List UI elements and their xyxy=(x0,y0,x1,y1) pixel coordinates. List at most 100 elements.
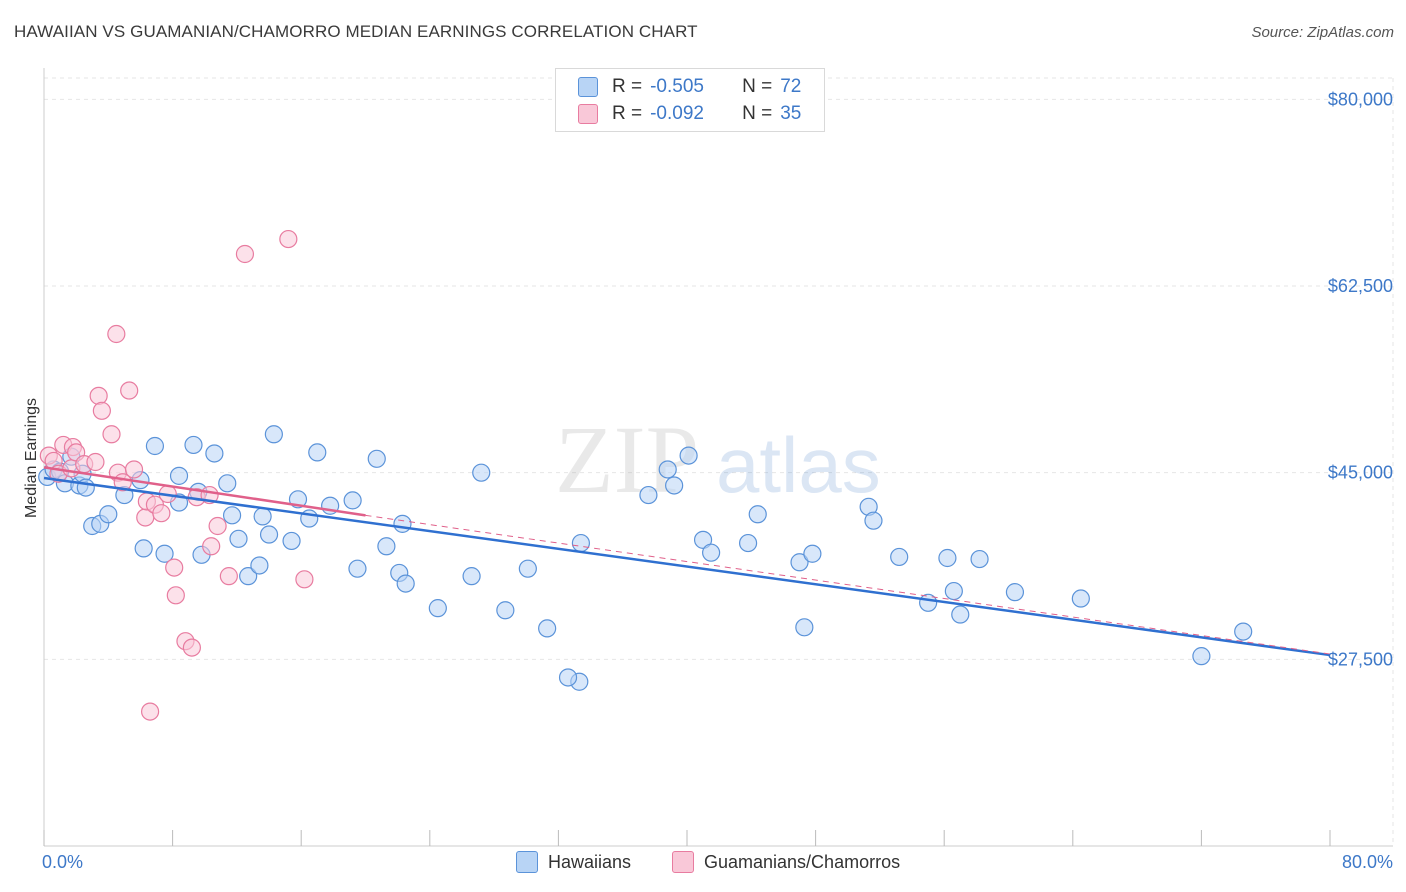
legend-n-label: N = xyxy=(742,103,773,124)
data-point-hawaiian xyxy=(1192,647,1211,666)
data-point-hawaiian xyxy=(259,525,279,544)
data-point-hawaiian xyxy=(239,567,258,586)
data-point-hawaiian xyxy=(169,466,189,485)
data-point-guamanian xyxy=(124,460,144,479)
data-point-hawaiian xyxy=(428,599,447,618)
legend-swatch-hawaiians xyxy=(516,851,538,873)
data-point-hawaiian xyxy=(938,548,957,568)
y-axis-label: Median Earnings xyxy=(23,398,40,518)
data-point-guamanian xyxy=(279,229,298,249)
data-point-guamanian xyxy=(202,537,221,556)
data-point-hawaiian xyxy=(693,530,713,549)
data-point-guamanian xyxy=(166,586,185,605)
data-point-hawaiian xyxy=(970,549,989,569)
data-point-hawaiian xyxy=(343,491,362,510)
data-point-hawaiian xyxy=(462,567,481,586)
data-point-hawaiian xyxy=(702,543,721,562)
legend-swatch-hawaiians xyxy=(578,77,598,97)
data-point-hawaiian xyxy=(348,559,367,578)
chart-title: HAWAIIAN VS GUAMANIAN/CHAMORRO MEDIAN EA… xyxy=(14,22,698,41)
trend-line-guamanians-extended xyxy=(365,514,1331,655)
data-point-hawaiian xyxy=(803,544,822,563)
data-point-guamanian xyxy=(102,425,121,444)
watermark-zip: ZIP xyxy=(555,406,699,513)
legend-r-value: -0.092 xyxy=(650,103,704,124)
x-tick-label-max: 80.0% xyxy=(1342,852,1393,872)
data-point-hawaiian xyxy=(665,476,684,495)
data-point-guamanian xyxy=(92,401,111,420)
x-tick-labels: 0.0% 80.0% xyxy=(42,852,1393,872)
y-tick-labels: $27,500 $45,000 $62,500 $80,000 xyxy=(1328,89,1393,669)
series-guamanians xyxy=(39,229,314,721)
legend-n-value: 35 xyxy=(780,103,802,124)
data-point-guamanian xyxy=(235,244,255,264)
data-point-hawaiian xyxy=(472,463,491,482)
legend-label-hawaiians: Hawaiians xyxy=(548,851,632,872)
data-point-hawaiian xyxy=(748,505,767,524)
legend-row-guamanians: R = -0.092 N = 35 xyxy=(578,101,801,127)
data-point-hawaiian xyxy=(795,618,814,637)
data-point-hawaiian xyxy=(76,478,95,497)
legend-item-guamanians[interactable]: Guamanians/Chamorros xyxy=(672,851,900,873)
data-point-hawaiian xyxy=(218,474,237,493)
data-point-hawaiian xyxy=(396,574,415,593)
trend-line-guamanians xyxy=(43,466,366,517)
data-point-hawaiian xyxy=(639,485,658,505)
axes xyxy=(43,68,1393,847)
data-point-hawaiian xyxy=(367,449,386,468)
data-point-guamanian xyxy=(107,324,126,344)
data-point-guamanian xyxy=(120,381,139,400)
watermark: ZIP atlas xyxy=(555,406,881,513)
data-point-guamanian xyxy=(208,516,227,536)
legend-row-hawaiians: R = -0.505 N = 72 xyxy=(578,74,801,100)
data-point-hawaiian xyxy=(184,435,203,455)
watermark-atlas: atlas xyxy=(716,421,881,509)
data-point-hawaiian xyxy=(1234,622,1253,641)
data-point-hawaiian xyxy=(1071,589,1090,608)
correlation-legend: R = -0.505 N = 72 R = -0.092 N = 35 xyxy=(555,68,825,132)
data-point-hawaiian xyxy=(377,537,396,556)
data-point-hawaiian xyxy=(282,531,301,551)
legend-r-value: -0.505 xyxy=(650,76,704,97)
legend-swatch-guamanians xyxy=(672,851,694,873)
data-point-guamanian xyxy=(140,702,160,721)
trend-lines xyxy=(43,466,1331,657)
data-point-hawaiian xyxy=(890,547,909,567)
data-point-hawaiian xyxy=(496,601,515,620)
data-point-hawaiian xyxy=(790,553,809,572)
data-point-hawaiian xyxy=(155,544,174,563)
trend-line-hawaiians xyxy=(43,476,1331,657)
data-point-guamanian xyxy=(165,558,184,577)
data-point-hawaiian xyxy=(944,581,963,601)
data-point-hawaiian xyxy=(250,556,269,575)
source-label: Source: ZipAtlas.com xyxy=(1251,24,1394,41)
legend-swatch-guamanians xyxy=(578,104,598,124)
data-point-hawaiian xyxy=(518,559,537,578)
y-tick-label: $27,500 xyxy=(1328,649,1393,669)
data-point-hawaiian xyxy=(951,605,970,624)
legend-n-value: 72 xyxy=(780,76,802,97)
data-point-hawaiian xyxy=(134,539,153,558)
y-tick-label: $80,000 xyxy=(1328,89,1393,109)
data-point-guamanian xyxy=(86,452,105,472)
data-point-hawaiian xyxy=(205,444,224,463)
y-tick-label: $62,500 xyxy=(1328,276,1393,296)
data-point-guamanian xyxy=(219,567,238,586)
data-point-hawaiian xyxy=(679,446,698,465)
data-point-hawaiian xyxy=(145,436,165,456)
data-point-hawaiian xyxy=(308,443,327,462)
data-point-hawaiian xyxy=(393,514,412,533)
data-point-hawaiian xyxy=(99,505,118,524)
data-point-guamanian xyxy=(182,638,201,657)
data-point-hawaiian xyxy=(264,425,283,444)
data-point-hawaiian xyxy=(738,533,758,553)
data-point-hawaiian xyxy=(658,460,677,479)
y-tick-label: $45,000 xyxy=(1328,463,1393,483)
data-point-hawaiian xyxy=(558,668,578,687)
series-legend: Hawaiians Guamanians/Chamorros xyxy=(0,851,1406,877)
x-tick-label-min: 0.0% xyxy=(42,852,83,872)
data-point-hawaiian xyxy=(222,506,242,525)
legend-item-hawaiians[interactable]: Hawaiians xyxy=(516,851,631,873)
legend-r-label: R = xyxy=(612,103,643,124)
